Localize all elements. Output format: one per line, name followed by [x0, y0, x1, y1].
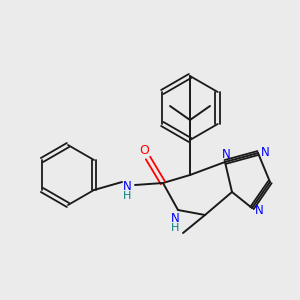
Text: N: N	[123, 179, 131, 193]
Text: N: N	[222, 148, 230, 161]
Text: N: N	[171, 212, 179, 224]
Text: H: H	[123, 191, 131, 201]
Text: N: N	[261, 146, 269, 158]
Text: H: H	[171, 223, 179, 233]
Text: N: N	[255, 203, 263, 217]
Text: O: O	[139, 145, 149, 158]
